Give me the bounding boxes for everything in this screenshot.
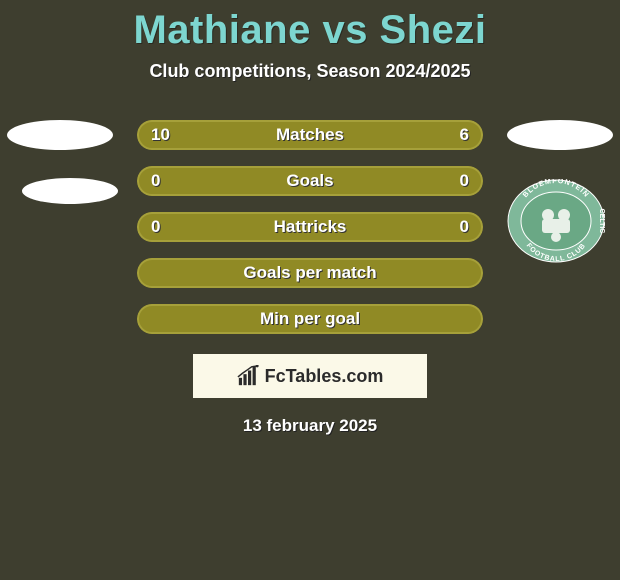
metric-value-left: 10 bbox=[151, 125, 170, 145]
metric-row-min-per-goal: Min per goal bbox=[137, 304, 483, 334]
metric-value-left: 0 bbox=[151, 171, 160, 191]
page-subtitle: Club competitions, Season 2024/2025 bbox=[0, 61, 620, 82]
metric-value-right: 0 bbox=[460, 171, 469, 191]
club-crest: BLOEMFONTEIN FOOTBALL CLUB CELTIC bbox=[506, 179, 606, 264]
svg-text:CELTIC: CELTIC bbox=[598, 209, 605, 234]
bar-fill-right bbox=[310, 166, 483, 196]
metric-value-right: 6 bbox=[460, 125, 469, 145]
chart-icon bbox=[237, 365, 259, 387]
metric-row-matches: 10 6 Matches bbox=[137, 120, 483, 150]
metric-value-left: 0 bbox=[151, 217, 160, 237]
metric-label: Goals per match bbox=[243, 263, 376, 283]
metric-row-goals: 0 0 Goals bbox=[137, 166, 483, 196]
metric-label: Hattricks bbox=[274, 217, 347, 237]
metric-label: Matches bbox=[276, 125, 344, 145]
page-title: Mathiane vs Shezi bbox=[0, 0, 620, 53]
branding-box: FcTables.com bbox=[193, 354, 427, 398]
avatar-placeholder-left-1 bbox=[7, 120, 113, 150]
as-of-date: 13 february 2025 bbox=[0, 416, 620, 436]
metric-row-goals-per-match: Goals per match bbox=[137, 258, 483, 288]
avatar-placeholder-left-2 bbox=[22, 178, 118, 204]
metric-label: Goals bbox=[286, 171, 333, 191]
avatar-placeholder-right-1 bbox=[507, 120, 613, 150]
metric-row-hattricks: 0 0 Hattricks bbox=[137, 212, 483, 242]
comparison-rows: 10 6 Matches 0 0 Goals 0 0 Hattricks Goals per ma… bbox=[137, 120, 483, 334]
metric-value-right: 0 bbox=[460, 217, 469, 237]
metric-label: Min per goal bbox=[260, 309, 360, 329]
branding-text: FcTables.com bbox=[265, 366, 384, 387]
bar-fill-left bbox=[137, 166, 310, 196]
